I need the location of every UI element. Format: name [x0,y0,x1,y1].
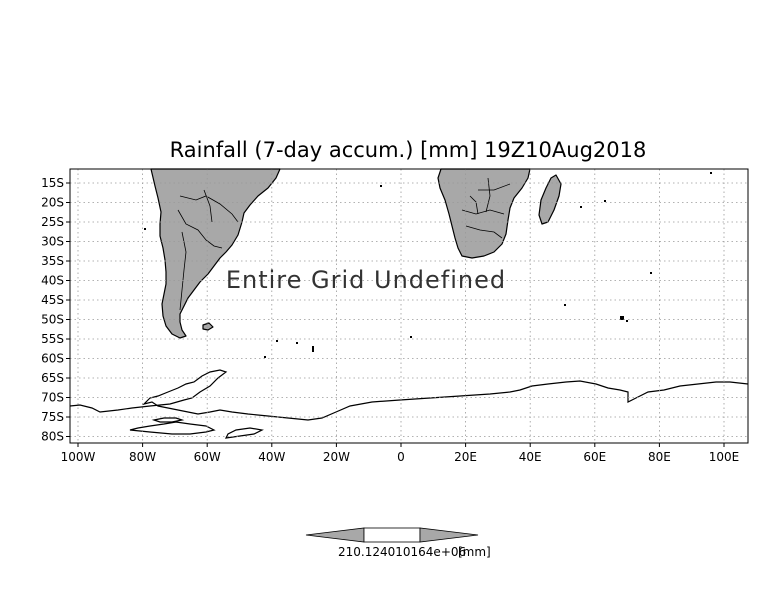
colorbar-right-triangle [419,527,479,543]
lat-tick-label: 30S [41,235,64,249]
country-borders [177,177,511,311]
lat-tick-label: 35S [41,254,64,268]
lat-tick-label: 70S [41,391,64,405]
lon-tick-label: 40E [519,450,542,464]
entire-grid-undefined-message: Entire Grid Undefined [226,266,506,294]
lat-tick-label: 55S [41,332,64,346]
lat-tick-label: 40S [41,274,64,288]
lon-tick-label: 0 [397,450,405,464]
colorbar-left-triangle [305,527,365,543]
lon-tick-label: 100W [61,450,96,464]
lon-tick-label: 40W [258,450,285,464]
land-masses [150,168,562,339]
map-frame-border [69,168,749,444]
lon-tick-label: 80W [129,450,156,464]
lat-tick-label: 65S [41,371,64,385]
lat-tick-label: 50S [41,313,64,327]
south-america-landmass [150,168,281,339]
madagascar-landmass [538,174,562,225]
lat-tick-label: 45S [41,293,64,307]
colorbar: 210.124010164e+06 [mm] [305,527,491,559]
map-title: Rainfall (7-day accum.) [mm] 19Z10Aug201… [170,138,647,162]
colorbar-value-label: 210.124010164e+06 [338,545,466,559]
lat-tick-label: 60S [41,352,64,366]
gridlines [70,169,748,443]
colorbar-unit-label: [mm] [458,545,491,559]
lon-tick-label: 60W [194,450,221,464]
colorbar-middle-segment [363,527,421,543]
small-islands [144,172,712,358]
lon-tick-label: 100E [709,450,740,464]
lat-tick-label: 25S [41,215,64,229]
lat-tick-label: 20S [41,196,64,210]
lon-tick-label: 80E [648,450,671,464]
latitude-axis: 15S 20S 25S 30S 35S 40S 45S 50S 55S 60S 65S 70S 75S 8… [41,176,70,444]
lon-tick-label: 60E [583,450,606,464]
antarctica-coastline [69,369,749,439]
lon-tick-label: 20E [454,450,477,464]
lat-tick-label: 75S [41,410,64,424]
africa-landmass [437,168,531,259]
lat-tick-label: 15S [41,176,64,190]
lon-tick-label: 20W [323,450,350,464]
longitude-axis: 100W 80W 60W 40W 20W 0 20E 40E 60E 80E 100E [61,443,740,464]
lat-tick-label: 80S [41,430,64,444]
falklands-landmass [202,322,214,331]
